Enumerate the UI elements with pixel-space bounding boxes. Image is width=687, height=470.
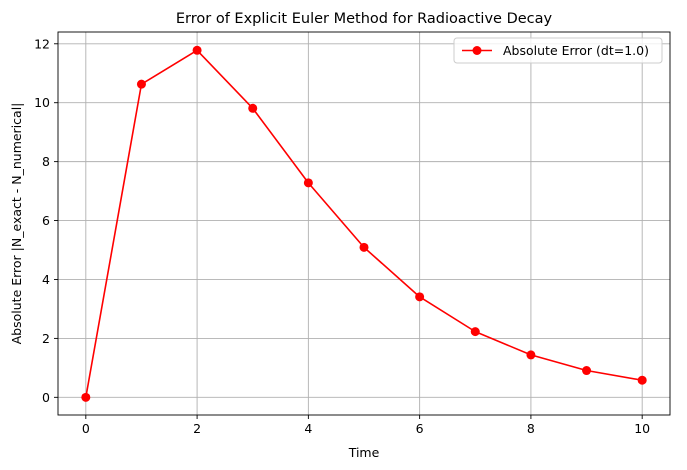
x-tick-label: 0	[82, 421, 90, 436]
y-tick-label: 10	[34, 95, 50, 110]
y-tick-label: 2	[42, 331, 50, 346]
data-point	[136, 79, 146, 89]
data-point	[582, 366, 592, 376]
data-point	[637, 375, 647, 385]
y-axis-ticks: 0 2 4 6 8 10 12	[34, 36, 58, 405]
y-tick-label: 4	[42, 272, 50, 287]
data-point	[470, 327, 480, 337]
data-point	[303, 178, 313, 188]
x-tick-label: 10	[634, 421, 650, 436]
x-tick-label: 2	[193, 421, 201, 436]
y-axis-label: Absolute Error |N_exact - N_numerical|	[9, 103, 24, 345]
legend: Absolute Error (dt=1.0)	[453, 37, 663, 64]
plot-frame	[57, 31, 671, 416]
data-point	[359, 242, 369, 252]
y-tick-label: 8	[42, 154, 50, 169]
grid	[58, 32, 670, 415]
data-point	[415, 292, 425, 302]
chart-title: Error of Explicit Euler Method for Radio…	[176, 11, 553, 27]
data-point	[248, 103, 258, 113]
y-tick-label: 0	[42, 390, 50, 405]
x-tick-label: 6	[416, 421, 424, 436]
legend-entry-label: Absolute Error (dt=1.0)	[503, 43, 649, 58]
y-tick-label: 6	[42, 213, 50, 228]
legend-box	[453, 37, 663, 64]
x-tick-label: 4	[304, 421, 312, 436]
x-axis-ticks: 0 2 4 6 8 10	[82, 415, 650, 436]
data-point	[192, 45, 202, 55]
series-layer	[81, 45, 647, 402]
y-tick-label: 12	[34, 36, 50, 51]
x-axis-label: Time	[348, 445, 380, 460]
data-point	[526, 350, 536, 360]
x-tick-label: 8	[527, 421, 535, 436]
legend-marker-swatch	[472, 46, 482, 55]
data-point	[81, 392, 91, 402]
